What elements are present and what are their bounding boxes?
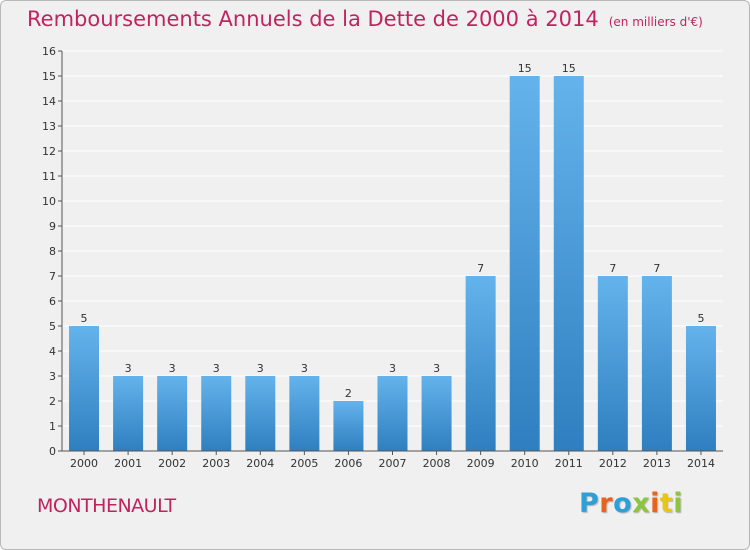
y-tick-label: 3 — [49, 370, 56, 383]
y-tick-label: 8 — [49, 245, 56, 258]
bar-2002 — [157, 376, 188, 451]
value-label: 15 — [562, 62, 576, 75]
value-label: 2 — [345, 387, 352, 400]
x-tick-label: 2001 — [114, 457, 142, 470]
value-label: 7 — [477, 262, 484, 275]
chart-subtitle: (en milliers d'€) — [608, 15, 703, 29]
bar-2014 — [685, 326, 716, 451]
logo-letter: o — [613, 488, 633, 519]
x-tick-label: 2005 — [290, 457, 318, 470]
bar-2010 — [509, 76, 540, 451]
x-tick-label: 2011 — [555, 457, 583, 470]
commune-name: MONTHENAULT — [37, 495, 176, 517]
logo-letter: P — [579, 488, 600, 519]
y-tick-label: 11 — [42, 170, 56, 183]
y-tick-label: 4 — [49, 345, 56, 358]
y-tick-label: 0 — [49, 445, 56, 458]
x-tick-label: 2006 — [334, 457, 362, 470]
x-tick-label: 2007 — [379, 457, 407, 470]
bar-2004 — [245, 376, 276, 451]
x-tick-label: 2013 — [643, 457, 671, 470]
value-label: 3 — [433, 362, 440, 375]
x-tick-label: 2000 — [70, 457, 98, 470]
value-label: 3 — [125, 362, 132, 375]
bar-2011 — [553, 76, 584, 451]
x-tick-label: 2009 — [467, 457, 495, 470]
bar-2012 — [597, 276, 628, 451]
value-label: 3 — [213, 362, 220, 375]
bar-2013 — [641, 276, 672, 451]
logo-letter: r — [599, 488, 614, 519]
y-tick-label: 6 — [49, 295, 56, 308]
x-tick-label: 2010 — [511, 457, 539, 470]
bars: 5 3 3 3 3 3 2 3 3 7 15 15 7 7 5 — [69, 62, 716, 451]
y-tick-label: 9 — [49, 220, 56, 233]
value-label: 3 — [389, 362, 396, 375]
bar-2008 — [421, 376, 452, 451]
x-tick-label: 2012 — [599, 457, 627, 470]
value-label: 3 — [257, 362, 264, 375]
value-label: 5 — [697, 312, 704, 325]
proxiti-logo[interactable]: Proxiti — [579, 488, 683, 519]
logo-letter: i — [650, 488, 660, 519]
y-tick-label: 10 — [42, 195, 56, 208]
chart-header: Remboursements Annuels de la Dette de 20… — [27, 7, 703, 31]
value-label: 3 — [301, 362, 308, 375]
x-tick-label: 2002 — [158, 457, 186, 470]
y-tick-label: 1 — [49, 420, 56, 433]
bar-2003 — [201, 376, 232, 451]
x-tick-label: 2008 — [423, 457, 451, 470]
value-label: 7 — [653, 262, 660, 275]
y-tick-label: 13 — [42, 120, 56, 133]
y-tick-label: 12 — [42, 145, 56, 158]
value-label: 15 — [518, 62, 532, 75]
x-tick-label: 2014 — [687, 457, 715, 470]
y-tick-label: 16 — [42, 45, 56, 58]
chart-title: Remboursements Annuels de la Dette de 20… — [27, 7, 599, 31]
logo-letter: t — [659, 488, 674, 519]
value-label: 3 — [169, 362, 176, 375]
x-tick-label: 2003 — [202, 457, 230, 470]
bar-2006 — [333, 401, 364, 451]
logo-letter: x — [632, 488, 651, 519]
y-tick-label: 15 — [42, 70, 56, 83]
y-tick-label: 14 — [42, 95, 56, 108]
bar-2001 — [113, 376, 144, 451]
value-label: 7 — [609, 262, 616, 275]
bar-2007 — [377, 376, 408, 451]
y-tick-label: 7 — [49, 270, 56, 283]
logo-letter: i — [673, 488, 684, 519]
y-tick-label: 5 — [49, 320, 56, 333]
y-tick-label: 2 — [49, 395, 56, 408]
bar-2005 — [289, 376, 320, 451]
bar-2009 — [465, 276, 496, 451]
value-label: 5 — [81, 312, 88, 325]
x-tick-label: 2004 — [246, 457, 274, 470]
bar-2000 — [69, 326, 100, 451]
